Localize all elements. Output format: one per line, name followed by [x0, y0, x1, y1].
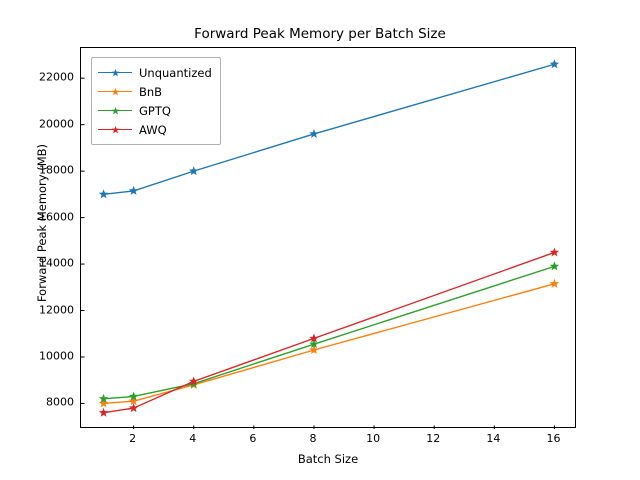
x-tick-label: 14 [486, 432, 501, 445]
y-tick-label: 18000 [39, 163, 74, 177]
legend-label: Unquantized [139, 65, 212, 80]
star-marker-icon [111, 68, 120, 76]
legend: Unquantized BnB GPTQ AWQ [91, 57, 221, 145]
y-tick-label: 10000 [39, 349, 74, 363]
series-marker-2 [128, 391, 139, 401]
series-marker-0 [309, 128, 319, 138]
series-marker-2 [309, 339, 319, 349]
series-marker-1 [549, 278, 560, 288]
star-marker-icon [111, 106, 120, 114]
chart-title: Forward Peak Memory per Batch Size [194, 26, 446, 42]
x-tick-label: 10 [366, 432, 381, 445]
x-axis-tick-labels: 2 4 6 8 10 12 14 16 [80, 432, 576, 448]
legend-swatch-icon [98, 105, 132, 117]
legend-label: BnB [139, 84, 163, 99]
y-tick-label: 12000 [39, 303, 74, 317]
legend-item-bnb: BnB [98, 82, 212, 101]
legend-item-gptq: GPTQ [98, 101, 212, 120]
y-tick-label: 14000 [39, 256, 74, 270]
series-marker-3 [309, 333, 319, 343]
series-marker-0 [98, 189, 109, 199]
y-axis-tick-labels: 8000 10000 12000 14000 16000 18000 20000 22000 [26, 47, 74, 428]
legend-swatch-icon [98, 86, 132, 98]
series-marker-1 [309, 345, 319, 355]
series-marker-0 [188, 166, 199, 176]
x-tick-label: 2 [129, 432, 137, 445]
series-canvas [81, 59, 560, 429]
x-tick-label: 8 [309, 432, 317, 445]
x-tick-label: 16 [546, 432, 561, 445]
legend-swatch-icon [98, 67, 132, 79]
star-marker-icon [111, 87, 120, 95]
y-tick-label: 16000 [39, 210, 74, 224]
legend-swatch-icon [98, 124, 132, 136]
x-axis-label: Batch Size [297, 452, 359, 466]
legend-item-awq: AWQ [98, 120, 212, 139]
x-tick-label: 12 [426, 432, 441, 445]
x-tick-label: 4 [189, 432, 197, 445]
y-tick-label: 20000 [39, 117, 74, 131]
series-marker-3 [128, 403, 139, 413]
series-marker-0 [549, 59, 560, 69]
y-tick-label: 22000 [39, 70, 74, 84]
legend-label: GPTQ [139, 103, 171, 118]
series-marker-0 [128, 185, 139, 195]
series-marker-2 [98, 393, 109, 403]
star-marker-icon [111, 125, 120, 133]
legend-label: AWQ [139, 122, 167, 137]
series-marker-1 [128, 396, 139, 406]
y-tick-label: 8000 [46, 395, 74, 409]
series-marker-2 [549, 261, 560, 271]
series-marker-3 [188, 376, 199, 386]
series-marker-3 [549, 247, 560, 257]
series-marker-1 [98, 398, 109, 408]
legend-item-unquantized: Unquantized [98, 63, 212, 82]
x-tick-label: 6 [249, 432, 257, 445]
series-line-1 [103, 283, 555, 405]
series-marker-3 [98, 407, 109, 417]
